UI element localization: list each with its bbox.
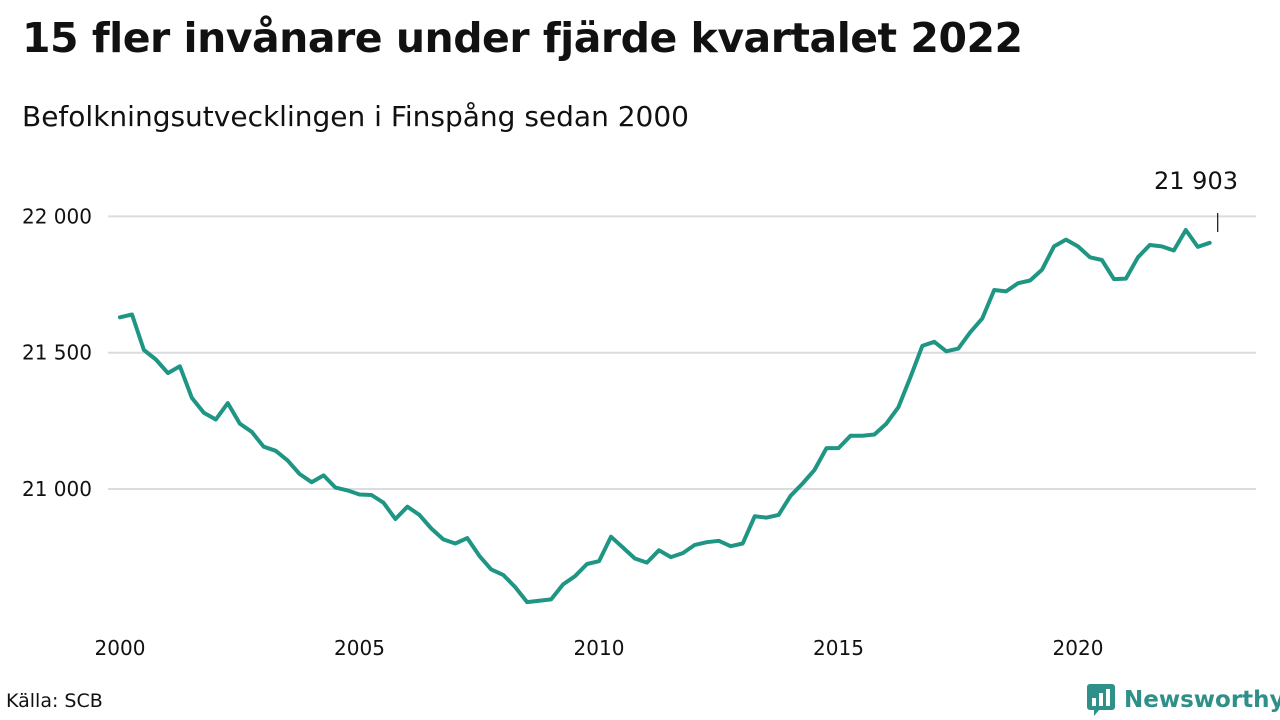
x-tick-label: 2020 <box>1053 636 1104 660</box>
x-tick-label: 2000 <box>95 636 146 660</box>
series-layer <box>118 228 1212 605</box>
y-tick-label: 21 000 <box>22 477 92 501</box>
y-tick-label: 22 000 <box>22 204 92 228</box>
annotation-layer: 21 903 <box>1154 167 1238 232</box>
newsworthy-logo-icon <box>1087 684 1115 716</box>
chart-subtitle: Befolkningsutvecklingen i Finspång sedan… <box>22 100 689 133</box>
source-note: Källa: SCB <box>6 690 103 712</box>
chart-title: 15 fler invånare under fjärde kvartalet … <box>22 14 1023 62</box>
x-tick-label: 2015 <box>813 636 864 660</box>
y-tick-label: 21 500 <box>22 341 92 365</box>
y-axis-ticks: 21 000 21 500 22 000 <box>22 204 92 501</box>
annotation-last-value: 21 903 <box>1154 167 1238 195</box>
x-tick-label: 2010 <box>574 636 625 660</box>
x-axis-ticks: 2000 2005 2010 2015 2020 <box>95 636 1104 660</box>
x-tick-label: 2005 <box>334 636 385 660</box>
gridlines <box>108 215 1256 490</box>
brand-name: Newsworthy <box>1124 687 1280 713</box>
brand-logo: Newsworthy <box>1086 682 1280 718</box>
series-line <box>118 228 1212 605</box>
